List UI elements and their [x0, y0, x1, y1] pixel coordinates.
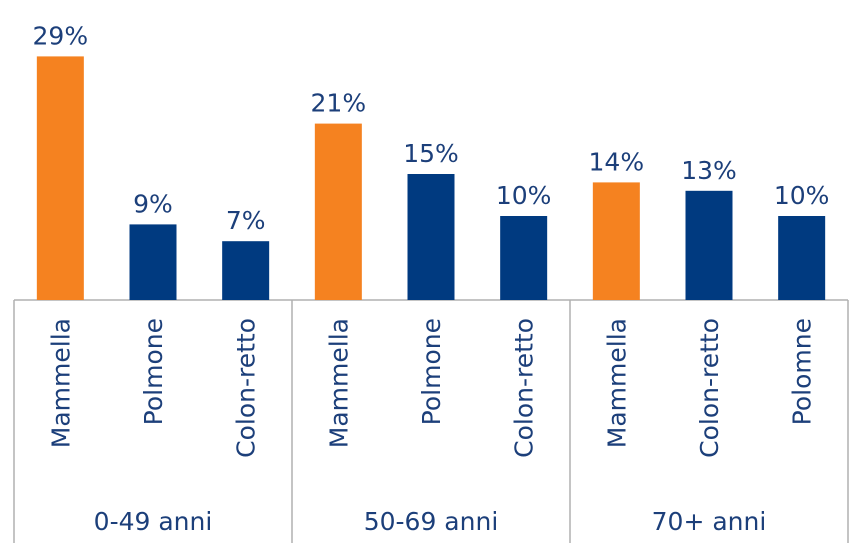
- value-label: 29%: [33, 21, 89, 50]
- category-label: Colon-retto: [510, 318, 539, 458]
- bar: [222, 241, 270, 300]
- value-label: 7%: [226, 206, 266, 235]
- value-label: 10%: [496, 181, 552, 210]
- category-label: Polmone: [417, 318, 446, 425]
- value-label: 15%: [403, 139, 459, 168]
- category-label: Mammella: [324, 318, 353, 448]
- bar: [36, 56, 84, 301]
- category-label: Polomne: [788, 318, 817, 425]
- bar: [129, 224, 177, 300]
- bar: [592, 182, 640, 300]
- value-label: 10%: [774, 181, 830, 210]
- bar: [314, 123, 362, 300]
- bar: [685, 190, 733, 300]
- category-label: Mammella: [46, 318, 75, 448]
- bar: [407, 174, 455, 300]
- value-label: 14%: [589, 147, 645, 176]
- group-label: 50-69 anni: [364, 507, 499, 536]
- value-label: 21%: [311, 89, 367, 118]
- bar: [778, 216, 826, 300]
- category-label: Polmone: [139, 318, 168, 425]
- category-label: Colon-retto: [232, 318, 261, 458]
- bar: [500, 216, 548, 300]
- value-label: 13%: [681, 156, 737, 185]
- category-label: Colon-retto: [695, 318, 724, 458]
- category-label: Mammella: [602, 318, 631, 448]
- value-label: 9%: [133, 189, 173, 218]
- group-label: 70+ anni: [652, 507, 767, 536]
- group-label: 0-49 anni: [94, 507, 213, 536]
